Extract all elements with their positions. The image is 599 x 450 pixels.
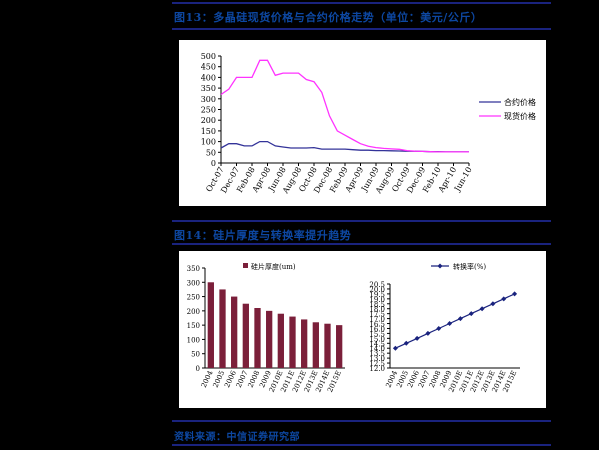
thickness-bar <box>324 323 331 368</box>
conversion-point <box>512 291 518 297</box>
conversion-point <box>425 330 431 336</box>
y-tick-label: 50 <box>206 148 216 157</box>
line-y-tick-label: 17.0 <box>369 316 385 324</box>
line-y-tick-label: 19.0 <box>369 296 385 304</box>
line-y-tick-label: 19.5 <box>369 291 385 299</box>
bar-y-tick-label: 100 <box>187 336 200 344</box>
caption-rule <box>172 28 551 30</box>
fig2-caption-rule <box>172 243 551 245</box>
y-tick-label: 400 <box>201 73 216 82</box>
thickness-bar <box>242 303 249 368</box>
conversion-point <box>414 335 420 341</box>
bar-legend-swatch <box>243 263 248 268</box>
thickness-bar <box>289 316 296 368</box>
line-y-tick-label: 17.5 <box>369 311 385 319</box>
bar-y-tick-label: 200 <box>187 308 200 316</box>
conversion-point <box>392 345 398 351</box>
line-legend-marker <box>437 263 443 269</box>
bar-y-tick-label: 0 <box>196 365 200 373</box>
y-tick-label: 0 <box>211 159 216 168</box>
line-y-tick-label: 18.0 <box>369 306 385 314</box>
line-y-tick-label: 16.0 <box>369 325 385 333</box>
legend-label: 现货价格 <box>504 111 536 121</box>
line-y-tick-label: 14.5 <box>369 340 385 348</box>
y-tick-label: 150 <box>201 127 216 136</box>
conversion-point <box>447 321 453 327</box>
thickness-bar <box>277 313 284 368</box>
thickness-bar <box>312 322 319 368</box>
line-y-tick-label: 20.0 <box>369 286 385 294</box>
bar-y-tick-label: 50 <box>191 351 200 359</box>
price-line-chart: 050100150200250300350400450500Oct-07Dec-… <box>201 52 536 196</box>
thickness-bar <box>207 282 214 368</box>
y-tick-label: 250 <box>201 106 216 115</box>
line-y-tick-label: 16.5 <box>369 321 385 329</box>
y-tick-label: 300 <box>201 95 216 104</box>
source-note: 资料来源：中信证券研究部 <box>174 432 300 443</box>
fig2-top-rule <box>172 220 551 222</box>
line-y-tick-label: 12.0 <box>369 365 385 373</box>
wafer-chart-panel: 0 50 100 150 200 250 300 350 2004 2005 2006 2007 200… <box>179 251 546 408</box>
figure-13-caption: 图13：多晶硅现货价格与合约价格走势（单位：美元/公斤） <box>174 11 483 24</box>
y-tick-label: 100 <box>201 138 216 147</box>
conversion-point <box>490 301 496 307</box>
thickness-bar <box>231 296 238 368</box>
line-y-tick-label: 20.5 <box>369 281 385 289</box>
y-tick-label: 500 <box>201 52 216 61</box>
price-chart-panel: 0 50 100 150 200 250 300 350 400 450 500 Oct-07 Dec-… <box>179 40 546 206</box>
wafer-charts: 0501001502002503003502004200520062007200… <box>187 262 520 394</box>
bar-y-tick-label: 250 <box>187 294 200 302</box>
spot-price-line <box>220 59 469 153</box>
top-rule <box>172 2 551 4</box>
y-tick-label: 350 <box>201 84 216 93</box>
line-y-tick-label: 12.5 <box>369 360 385 368</box>
conversion-point <box>501 296 507 302</box>
thickness-bar <box>254 308 261 368</box>
thickness-bar <box>336 325 343 368</box>
bar-y-tick-label: 150 <box>187 322 200 330</box>
contract-price-line <box>220 140 469 153</box>
conversion-point <box>457 316 463 322</box>
bar-y-tick-label: 350 <box>187 265 200 273</box>
bar-y-tick-label: 300 <box>187 279 200 287</box>
thickness-bar <box>266 310 273 368</box>
line-y-tick-label: 18.5 <box>369 301 385 309</box>
legend-label: 合约价格 <box>504 97 536 107</box>
line-y-tick-label: 13.5 <box>369 350 385 358</box>
bar-legend-label: 硅片厚度(um) <box>251 262 296 271</box>
bottom-rule <box>172 444 551 446</box>
line-y-tick-label: 14.0 <box>369 345 385 353</box>
figure-14-caption: 图14：硅片厚度与转换率提升趋势 <box>174 229 352 242</box>
conversion-point <box>436 325 442 331</box>
conversion-line <box>395 293 515 349</box>
line-y-tick-label: 13.0 <box>369 355 385 363</box>
y-tick-label: 450 <box>201 63 216 72</box>
thickness-bar <box>219 289 226 368</box>
conversion-point <box>468 311 474 317</box>
line-legend-label: 转换率(%) <box>453 262 486 271</box>
conversion-point <box>479 306 485 312</box>
line-y-tick-label: 15.0 <box>369 335 385 343</box>
thickness-bar <box>301 319 308 368</box>
conversion-point <box>403 340 409 346</box>
line-y-tick-label: 15.5 <box>369 330 385 338</box>
y-tick-label: 200 <box>201 116 216 125</box>
source-top-rule <box>172 420 551 422</box>
